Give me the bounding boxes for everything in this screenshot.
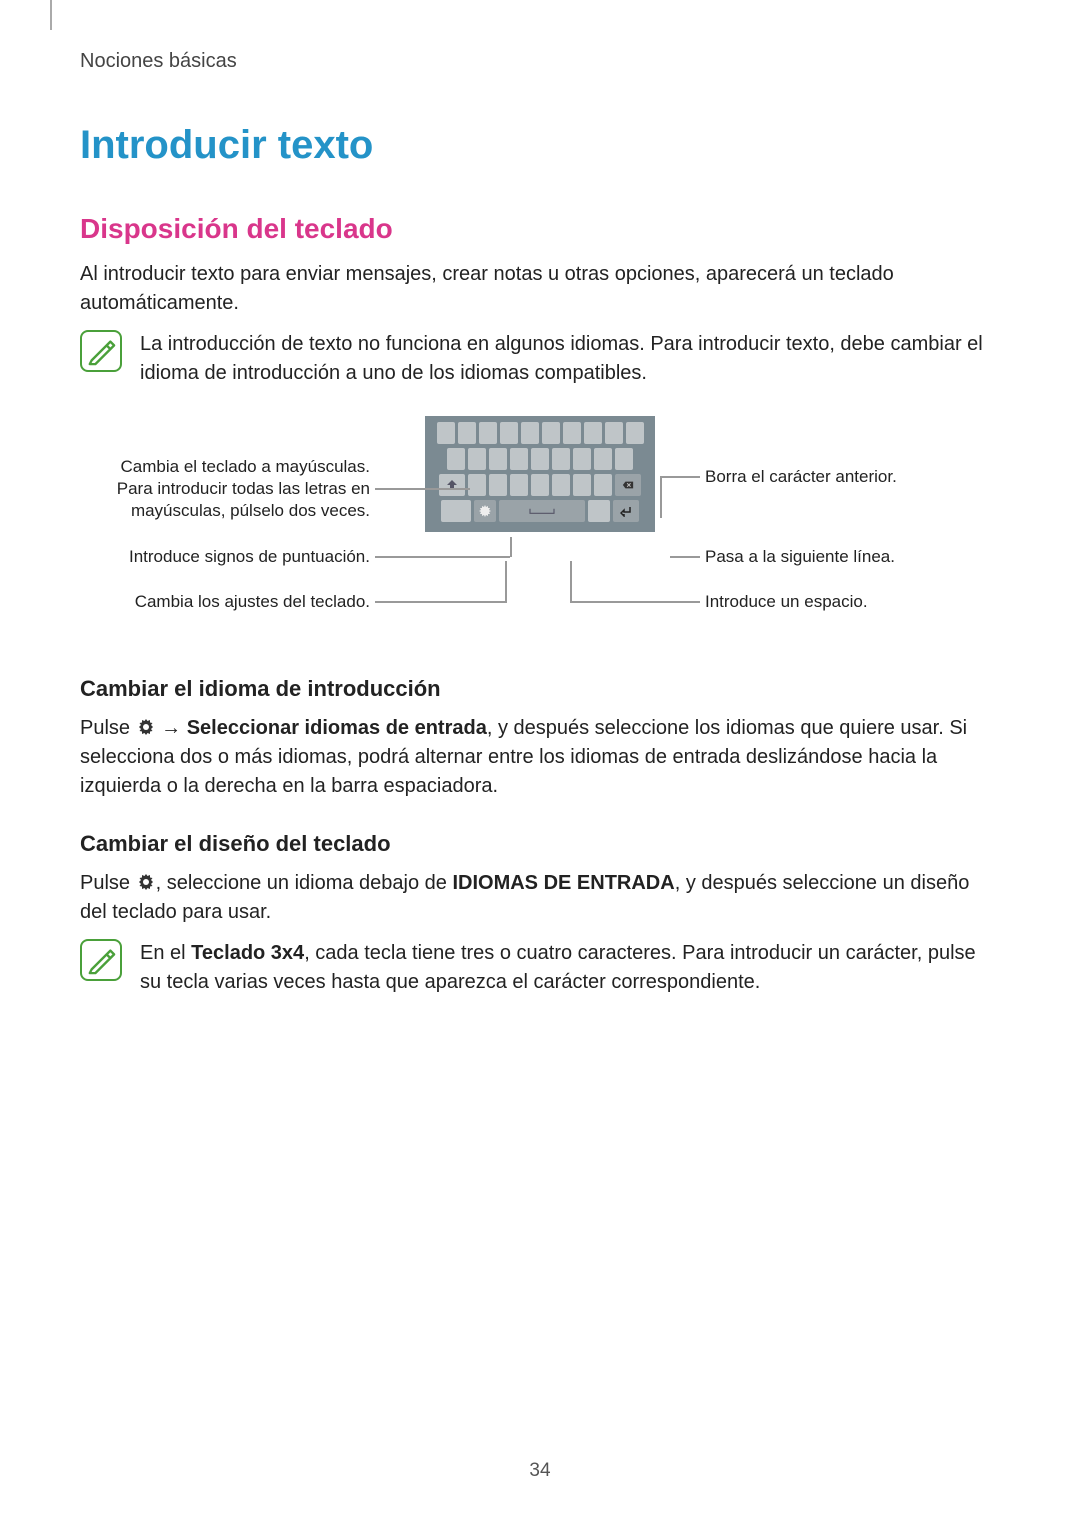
callout-line <box>570 561 572 603</box>
callout-line <box>375 601 505 603</box>
key <box>437 422 455 444</box>
backspace-key <box>615 474 641 496</box>
enter-icon <box>620 505 632 517</box>
key <box>500 422 518 444</box>
gear-icon <box>479 505 491 517</box>
callout-punctuation: Introduce signos de puntuación. <box>90 546 370 568</box>
paragraph-language: Pulse → Seleccionar idiomas de entrada, … <box>80 714 1000 801</box>
text: , seleccione un idioma debajo de <box>156 872 453 894</box>
note-block-2: En el Teclado 3x4, cada tecla tiene tres… <box>80 939 1000 1005</box>
bold-text: IDIOMAS DE ENTRADA <box>452 872 674 894</box>
settings-key <box>474 500 496 522</box>
key <box>531 448 549 470</box>
callout-enter: Pasa a la siguiente línea. <box>705 546 985 568</box>
enter-key <box>613 500 639 522</box>
key <box>573 448 591 470</box>
key <box>594 448 612 470</box>
text: En el <box>140 942 191 964</box>
keyboard <box>425 416 655 532</box>
callout-line <box>375 556 510 558</box>
key <box>615 448 633 470</box>
key <box>489 448 507 470</box>
key <box>468 448 486 470</box>
arrow-text: → <box>161 717 187 739</box>
key <box>563 422 581 444</box>
section-heading-design: Cambiar el diseño del teclado <box>80 831 1000 857</box>
key <box>531 474 549 496</box>
intro-paragraph: Al introducir texto para enviar mensajes… <box>80 260 1000 318</box>
pencil-icon <box>86 336 116 366</box>
note-text-2: En el Teclado 3x4, cada tecla tiene tres… <box>140 939 1000 997</box>
callout-backspace: Borra el carácter anterior. <box>705 466 985 488</box>
callout-line <box>660 476 662 518</box>
section-heading-layout: Disposición del teclado <box>80 213 1000 245</box>
header-divider <box>50 0 52 30</box>
space-key <box>499 500 585 522</box>
gear-icon <box>136 872 156 892</box>
callout-shift: Cambia el teclado a mayúsculas. Para int… <box>90 456 370 522</box>
key <box>458 422 476 444</box>
key <box>605 422 623 444</box>
callout-line <box>510 537 512 557</box>
key <box>584 422 602 444</box>
shift-key <box>439 474 465 496</box>
callout-line <box>570 601 700 603</box>
key <box>479 422 497 444</box>
gear-icon <box>136 717 156 737</box>
note-icon <box>80 939 122 981</box>
page-title: Introducir texto <box>80 123 1000 168</box>
paragraph-design: Pulse , seleccione un idioma debajo de I… <box>80 869 1000 927</box>
callout-settings: Cambia los ajustes del teclado. <box>90 591 370 613</box>
section-heading-language: Cambiar el idioma de introducción <box>80 676 1000 702</box>
breadcrumb: Nociones básicas <box>80 50 1000 73</box>
bold-text: Seleccionar idiomas de entrada <box>187 717 487 739</box>
key <box>594 474 612 496</box>
key <box>521 422 539 444</box>
key <box>489 474 507 496</box>
key <box>447 448 465 470</box>
symbol-key <box>441 500 471 522</box>
callout-line <box>660 476 700 478</box>
pencil-icon <box>86 945 116 975</box>
key <box>468 474 486 496</box>
key <box>542 422 560 444</box>
key <box>552 448 570 470</box>
key <box>510 448 528 470</box>
space-icon <box>527 507 557 515</box>
note-block-1: La introducción de texto no funciona en … <box>80 330 1000 396</box>
key <box>552 474 570 496</box>
key <box>510 474 528 496</box>
backspace-icon <box>622 479 634 491</box>
text: Pulse <box>80 717 136 739</box>
callout-line <box>505 561 507 603</box>
callout-line <box>670 556 700 558</box>
key <box>626 422 644 444</box>
callout-line <box>375 488 470 490</box>
key <box>573 474 591 496</box>
page-number: 34 <box>529 1460 550 1482</box>
text: Pulse <box>80 872 136 894</box>
punctuation-key <box>588 500 610 522</box>
bold-text: Teclado 3x4 <box>191 942 304 964</box>
note-text-1: La introducción de texto no funciona en … <box>140 330 1000 388</box>
keyboard-diagram: Cambia el teclado a mayúsculas. Para int… <box>80 416 1000 646</box>
note-icon <box>80 330 122 372</box>
callout-space: Introduce un espacio. <box>705 591 985 613</box>
